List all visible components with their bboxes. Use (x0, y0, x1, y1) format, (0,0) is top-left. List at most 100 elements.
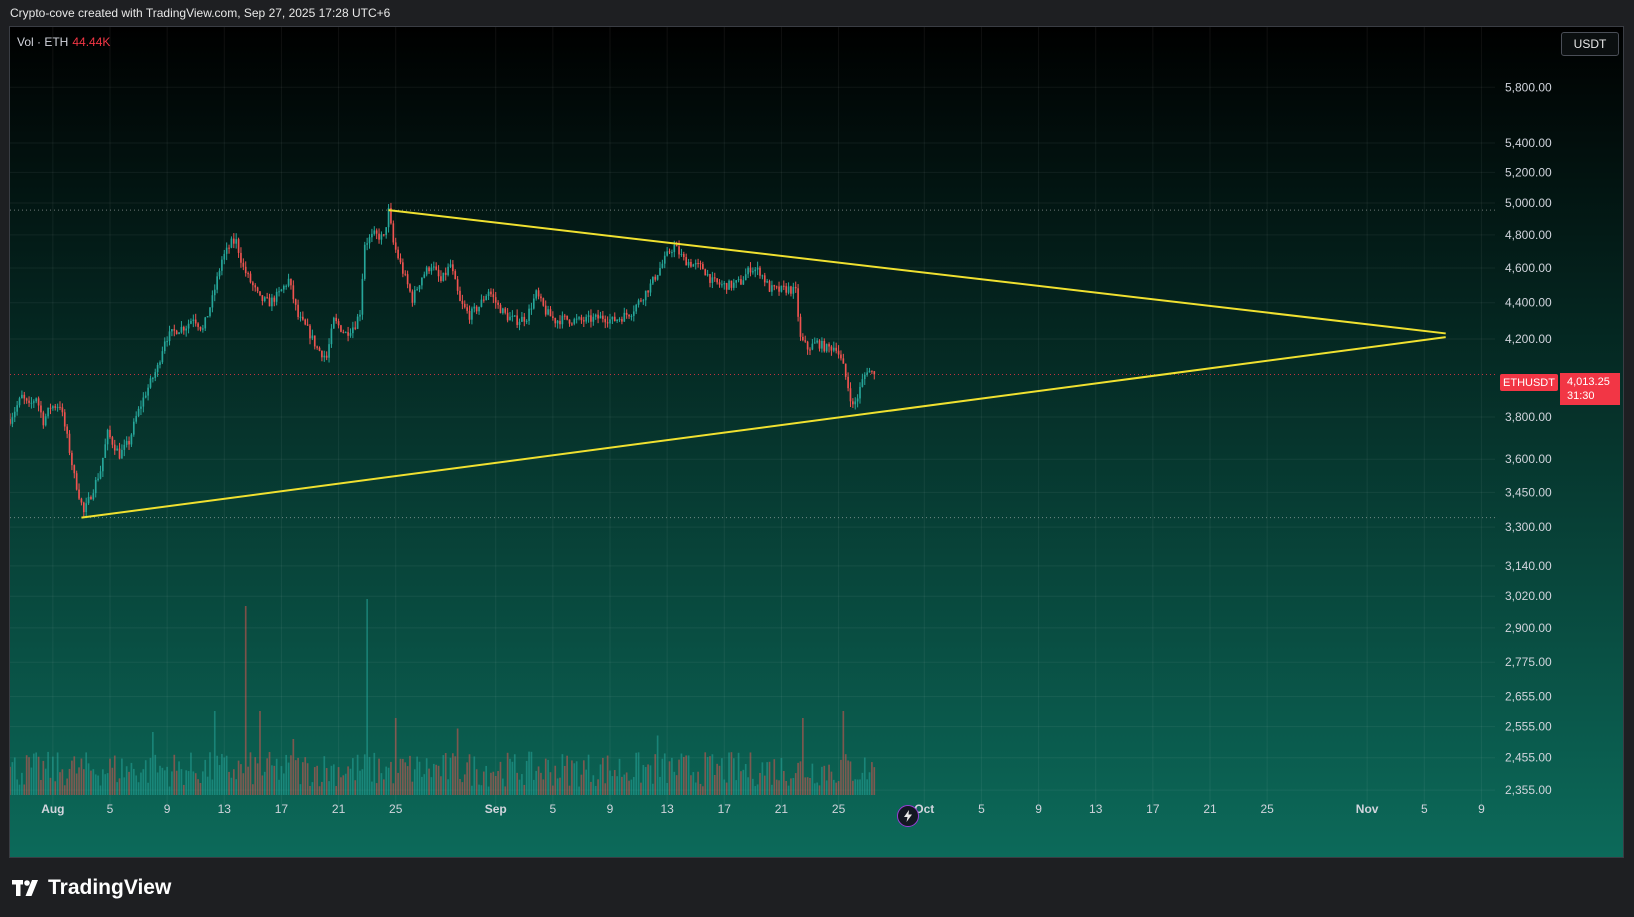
candle-body[interactable] (256, 287, 259, 292)
candle-body[interactable] (61, 407, 64, 413)
candle-body[interactable] (732, 282, 735, 288)
candle-body[interactable] (668, 251, 671, 253)
candle-body[interactable] (711, 277, 714, 283)
candle-body[interactable] (92, 493, 95, 500)
candle-body[interactable] (768, 281, 771, 292)
candle-body[interactable] (644, 290, 647, 301)
candle-body[interactable] (452, 264, 454, 272)
candle-body[interactable] (778, 286, 780, 292)
candle-body[interactable] (561, 315, 564, 325)
candle-body[interactable] (825, 344, 828, 352)
chart-frame[interactable]: 5,800.00 5,400.00 5,200.00 5,000.00 4,800.00… (9, 26, 1624, 858)
candle-body[interactable] (161, 351, 164, 363)
brand-logo[interactable]: TradingView (12, 876, 171, 900)
candle-body[interactable] (163, 341, 166, 352)
candle-body[interactable] (18, 398, 21, 406)
candle-body[interactable] (90, 496, 92, 500)
candle-body[interactable] (140, 406, 142, 409)
candle-body[interactable] (828, 344, 830, 347)
candle-body[interactable] (490, 291, 492, 295)
candle-body[interactable] (175, 330, 178, 335)
candle-body[interactable] (723, 283, 726, 285)
candle-body[interactable] (609, 319, 611, 324)
candle-body[interactable] (871, 370, 873, 372)
candle-body[interactable] (742, 280, 745, 285)
candle-body[interactable] (225, 247, 228, 254)
candle-body[interactable] (297, 304, 299, 318)
candle-body[interactable] (859, 386, 861, 399)
candle-body[interactable] (156, 364, 159, 373)
replay-button[interactable] (897, 805, 919, 827)
candle-body[interactable] (459, 290, 461, 301)
candle-body[interactable] (16, 405, 18, 412)
candle-body[interactable] (285, 285, 288, 287)
candle-body[interactable] (304, 319, 307, 325)
candle-body[interactable] (206, 316, 209, 318)
candle-body[interactable] (530, 308, 533, 310)
candle-body[interactable] (406, 274, 409, 285)
candle-body[interactable] (454, 271, 457, 280)
candle-body[interactable] (375, 230, 378, 234)
candle-body[interactable] (254, 285, 257, 288)
candle-body[interactable] (652, 276, 654, 284)
candle-body[interactable] (321, 350, 323, 358)
candle-body[interactable] (706, 274, 709, 276)
candle-body[interactable] (49, 407, 52, 409)
candle-body[interactable] (573, 319, 576, 324)
candle-body[interactable] (330, 328, 333, 345)
candle-body[interactable] (702, 264, 704, 270)
candle-body[interactable] (597, 314, 599, 319)
candle-body[interactable] (761, 275, 764, 277)
candle-body[interactable] (378, 233, 380, 240)
candle-body[interactable] (240, 252, 242, 263)
candle-body[interactable] (849, 388, 852, 402)
candle-body[interactable] (775, 286, 778, 288)
candle-body[interactable] (82, 502, 85, 513)
candle-body[interactable] (623, 312, 626, 322)
candle-body[interactable] (721, 284, 723, 286)
candle-body[interactable] (594, 314, 597, 317)
candle-body[interactable] (752, 271, 754, 273)
candle-body[interactable] (559, 320, 561, 325)
candle-body[interactable] (13, 411, 16, 418)
candle-body[interactable] (499, 304, 502, 314)
candle-body[interactable] (756, 267, 759, 270)
candle-body[interactable] (40, 405, 42, 413)
candle-body[interactable] (790, 286, 792, 294)
candle-body[interactable] (66, 426, 68, 434)
candle-body[interactable] (763, 275, 766, 283)
candle-body[interactable] (59, 406, 61, 408)
candle-body[interactable] (302, 316, 304, 320)
candle-body[interactable] (513, 315, 516, 317)
candle-body[interactable] (394, 242, 397, 250)
candle-body[interactable] (525, 320, 528, 322)
candle-body[interactable] (549, 309, 552, 317)
candle-body[interactable] (718, 282, 721, 285)
candle-body[interactable] (423, 274, 426, 278)
candle-body[interactable] (111, 437, 114, 445)
candle-body[interactable] (649, 283, 652, 293)
candle-body[interactable] (168, 331, 171, 342)
candle-body[interactable] (54, 406, 57, 408)
candle-body[interactable] (247, 273, 249, 275)
candle-body[interactable] (487, 291, 490, 297)
candle-body[interactable] (273, 297, 276, 302)
candle-body[interactable] (587, 315, 590, 317)
candle-body[interactable] (471, 308, 473, 320)
candle-body[interactable] (697, 262, 699, 264)
candle-body[interactable] (228, 247, 230, 249)
candle-body[interactable] (30, 402, 33, 404)
candle-body[interactable] (366, 243, 368, 245)
candle-body[interactable] (582, 320, 585, 322)
candle-body[interactable] (709, 274, 711, 283)
candle-body[interactable] (456, 279, 459, 291)
candle-body[interactable] (121, 449, 123, 459)
candle-body[interactable] (671, 252, 673, 254)
currency-button[interactable]: USDT (1561, 32, 1619, 56)
candle-body[interactable] (149, 378, 152, 388)
candle-body[interactable] (147, 387, 149, 396)
candle-body[interactable] (830, 346, 833, 351)
candle-body[interactable] (804, 340, 807, 342)
candle-body[interactable] (442, 272, 445, 281)
candle-body[interactable] (656, 275, 659, 280)
